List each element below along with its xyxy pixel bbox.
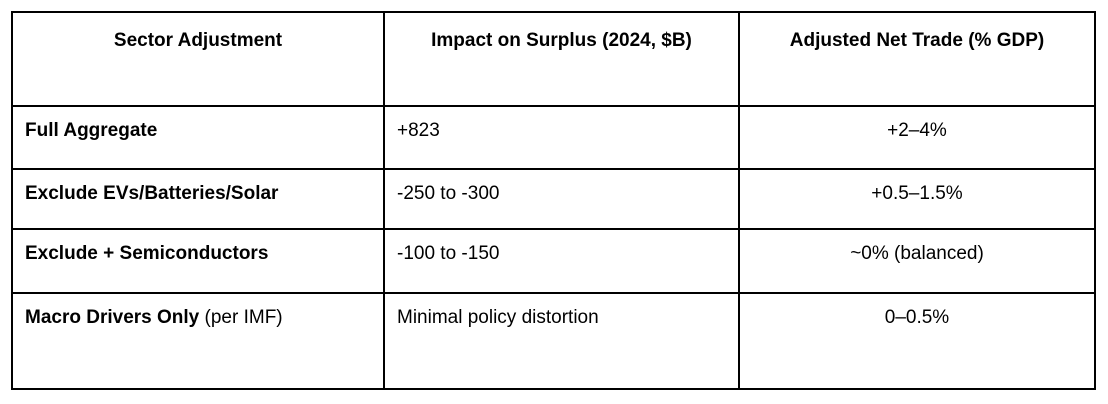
sector-label: Exclude EVs/Batteries/Solar xyxy=(25,183,279,204)
table-row: Exclude + Semiconductors -100 to -150 ~0… xyxy=(11,228,1096,294)
cell-impact: +823 xyxy=(383,105,740,170)
cell-impact: Minimal policy distortion xyxy=(383,292,740,390)
sector-label: Exclude + Semiconductors xyxy=(25,243,269,264)
cell-sector: Macro Drivers Only (per IMF) xyxy=(11,292,385,390)
sector-label: Full Aggregate xyxy=(25,120,158,141)
cell-net-trade: ~0% (balanced) xyxy=(738,228,1096,294)
cell-sector: Exclude + Semiconductors xyxy=(11,228,385,294)
cell-impact: -100 to -150 xyxy=(383,228,740,294)
cell-net-trade: +0.5–1.5% xyxy=(738,168,1096,230)
sector-adjustment-table: Sector Adjustment Impact on Surplus (202… xyxy=(11,11,1096,390)
col-header-impact-on-surplus: Impact on Surplus (2024, $B) xyxy=(383,11,740,107)
cell-sector: Exclude EVs/Batteries/Solar xyxy=(11,168,385,230)
col-header-sector-adjustment: Sector Adjustment xyxy=(11,11,385,107)
cell-sector: Full Aggregate xyxy=(11,105,385,170)
col-header-adjusted-net-trade: Adjusted Net Trade (% GDP) xyxy=(738,11,1096,107)
table-header-row: Sector Adjustment Impact on Surplus (202… xyxy=(11,11,1096,107)
table-row: Macro Drivers Only (per IMF) Minimal pol… xyxy=(11,292,1096,390)
sector-label-suffix: (per IMF) xyxy=(199,307,283,328)
table-row: Exclude EVs/Batteries/Solar -250 to -300… xyxy=(11,168,1096,230)
table-row: Full Aggregate +823 +2–4% xyxy=(11,105,1096,170)
cell-net-trade: 0–0.5% xyxy=(738,292,1096,390)
cell-impact: -250 to -300 xyxy=(383,168,740,230)
sector-label: Macro Drivers Only xyxy=(25,307,200,328)
cell-net-trade: +2–4% xyxy=(738,105,1096,170)
